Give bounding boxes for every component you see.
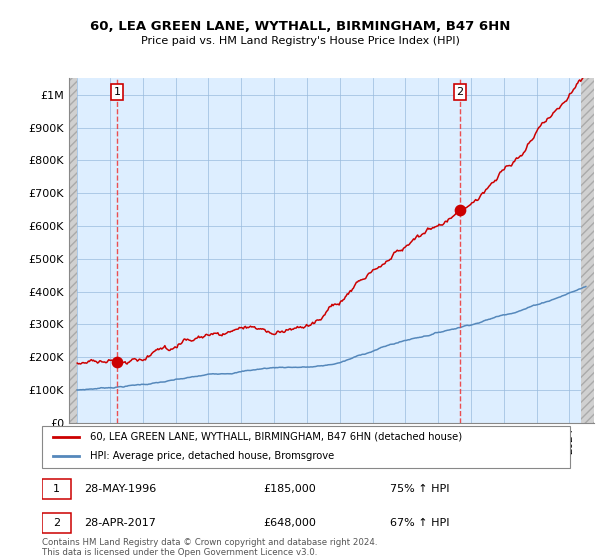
Text: 28-MAY-1996: 28-MAY-1996 [84, 484, 157, 494]
Text: £648,000: £648,000 [264, 518, 317, 528]
FancyBboxPatch shape [42, 513, 71, 533]
Point [112, 358, 122, 367]
Point [455, 206, 465, 214]
Text: HPI: Average price, detached house, Bromsgrove: HPI: Average price, detached house, Brom… [89, 451, 334, 461]
Text: 60, LEA GREEN LANE, WYTHALL, BIRMINGHAM, B47 6HN: 60, LEA GREEN LANE, WYTHALL, BIRMINGHAM,… [90, 20, 510, 32]
Text: £185,000: £185,000 [264, 484, 317, 494]
Text: Contains HM Land Registry data © Crown copyright and database right 2024.
This d: Contains HM Land Registry data © Crown c… [42, 538, 377, 557]
FancyBboxPatch shape [42, 479, 71, 500]
Text: 2: 2 [457, 87, 464, 97]
Text: 75% ↑ HPI: 75% ↑ HPI [391, 484, 450, 494]
Text: Price paid vs. HM Land Registry's House Price Index (HPI): Price paid vs. HM Land Registry's House … [140, 36, 460, 46]
Text: 67% ↑ HPI: 67% ↑ HPI [391, 518, 450, 528]
FancyBboxPatch shape [42, 426, 570, 468]
Text: 60, LEA GREEN LANE, WYTHALL, BIRMINGHAM, B47 6HN (detached house): 60, LEA GREEN LANE, WYTHALL, BIRMINGHAM,… [89, 432, 461, 442]
Text: 28-APR-2017: 28-APR-2017 [84, 518, 156, 528]
Text: 1: 1 [53, 484, 60, 494]
Text: 1: 1 [113, 87, 121, 97]
Text: 2: 2 [53, 518, 60, 528]
